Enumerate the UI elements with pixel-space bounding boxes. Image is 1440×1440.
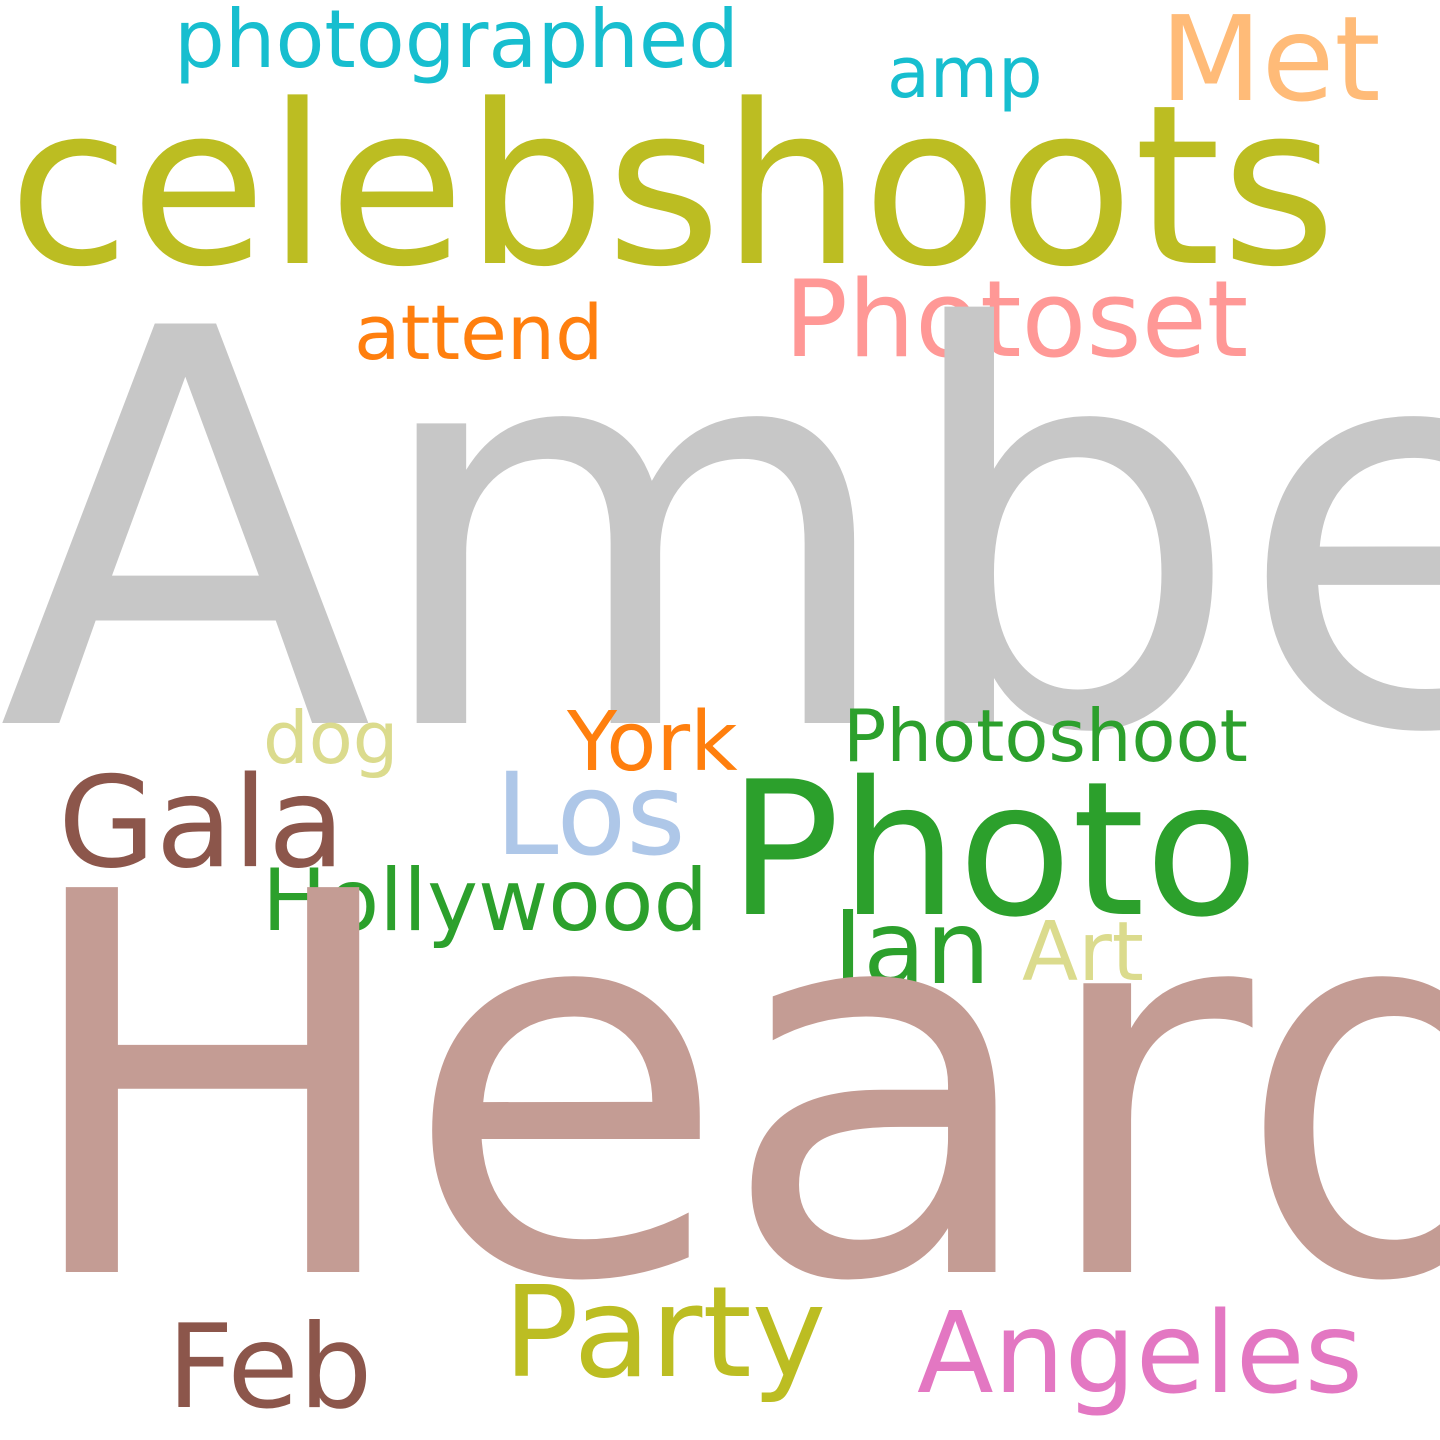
word-photo: Photo <box>728 741 1259 958</box>
word-art: Art <box>1022 905 1144 1000</box>
word-photoshoot: Photoshoot <box>843 694 1248 778</box>
word-jan: Jan <box>833 889 991 1008</box>
word-photoset: Photoset <box>784 258 1249 381</box>
word-amp: amp <box>887 32 1043 114</box>
word-photographed: photographed <box>174 0 739 86</box>
word-dog: dog <box>263 696 399 780</box>
word-amber: Amber <box>0 215 1440 853</box>
word-party: Party <box>503 1259 827 1406</box>
word-york: York <box>567 695 738 790</box>
word-gala: Gala <box>58 749 346 896</box>
word-heard: Heard <box>14 782 1440 1397</box>
word-hollywood: Hollywood <box>262 851 709 951</box>
word-angeles: Angeles <box>917 1289 1363 1419</box>
word-celebshoots: celebshoots <box>8 58 1337 316</box>
word-attend: attend <box>354 288 604 377</box>
word-met: Met <box>1160 0 1381 128</box>
word-los: Los <box>495 748 686 881</box>
word-feb: Feb <box>167 1300 373 1435</box>
